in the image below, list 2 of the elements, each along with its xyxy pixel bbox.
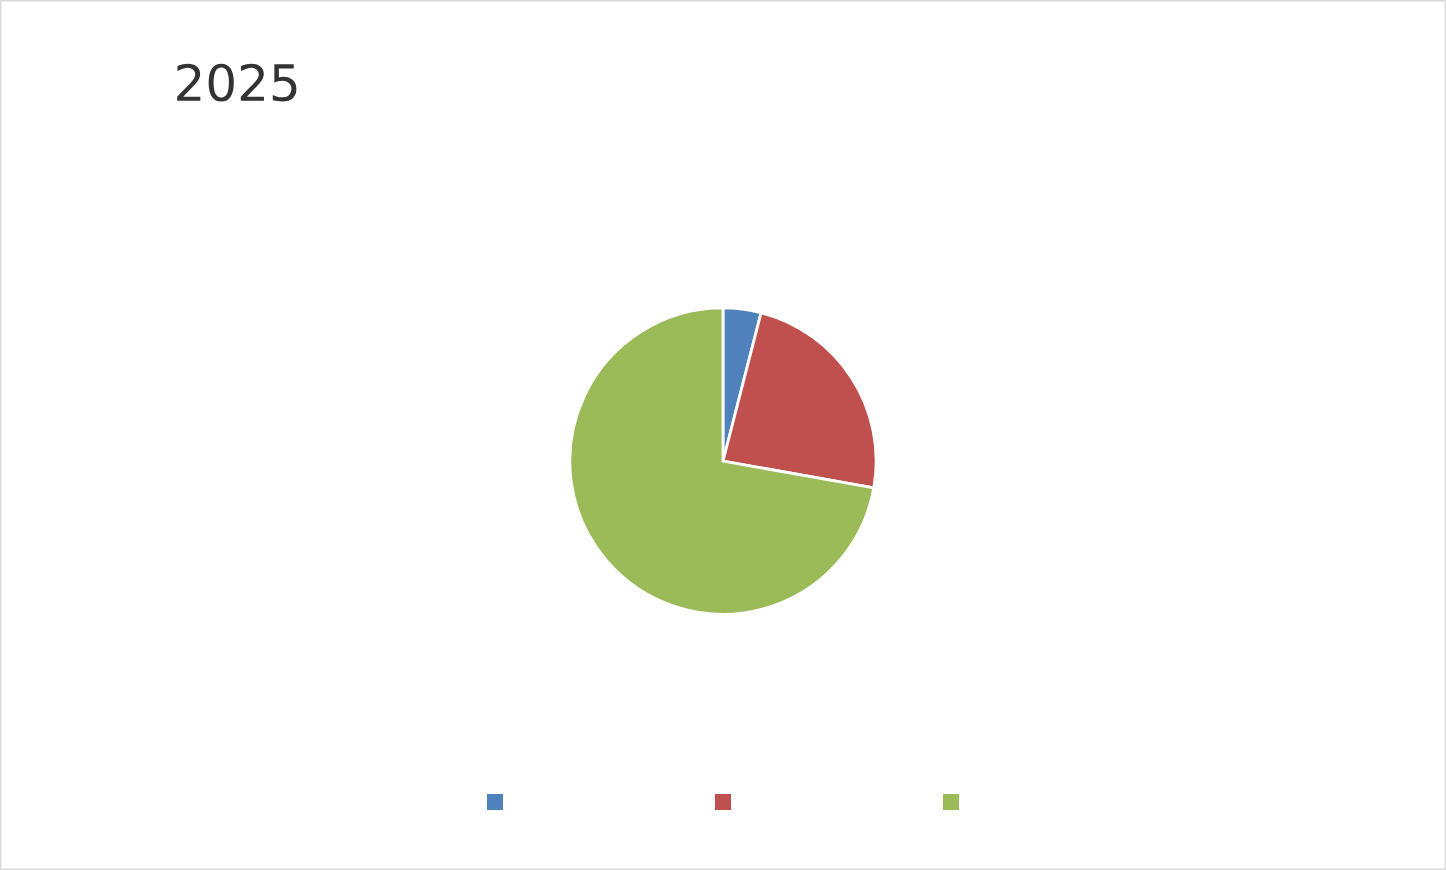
pie-slice — [568, 306, 876, 616]
chart-title: 2025 — [177, 63, 297, 102]
